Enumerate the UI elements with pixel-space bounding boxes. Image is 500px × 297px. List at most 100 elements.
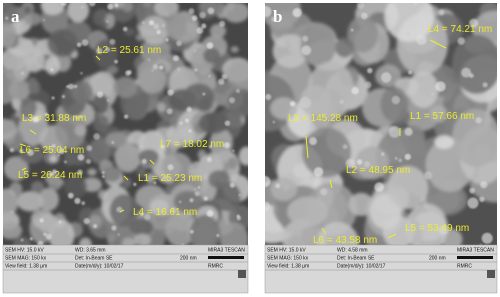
- measurement-label: L1 = 57.66 nm: [410, 111, 474, 122]
- highlight: [293, 116, 300, 123]
- highlight: [189, 198, 194, 203]
- info-text: RMRC: [457, 263, 472, 269]
- highlight: [438, 9, 445, 16]
- particle: [136, 59, 161, 89]
- measure-line: [149, 159, 155, 165]
- particle: [198, 111, 229, 134]
- highlight: [114, 3, 119, 8]
- highlight: [232, 149, 235, 153]
- highlight: [289, 101, 296, 107]
- highlight: [360, 12, 368, 20]
- highlight: [208, 74, 211, 78]
- particle: [335, 37, 355, 58]
- particle: [265, 3, 301, 29]
- particle: [107, 233, 117, 243]
- particle: [220, 222, 248, 245]
- highlight: [122, 26, 128, 32]
- highlight: [207, 7, 215, 15]
- particle: [88, 137, 111, 165]
- info-text: WD: 3.65 mm: [75, 247, 106, 253]
- highlight: [190, 229, 194, 234]
- highlight: [37, 240, 44, 245]
- particle: [165, 213, 196, 245]
- highlight: [345, 158, 355, 169]
- particle: [3, 188, 19, 217]
- highlight: [160, 144, 165, 149]
- particle: [149, 199, 170, 216]
- highlight: [320, 188, 328, 196]
- particle: [307, 61, 355, 120]
- highlight: [32, 116, 39, 123]
- highlight: [102, 175, 105, 178]
- measure-line: [29, 129, 37, 135]
- highlight: [457, 37, 465, 45]
- highlight: [125, 70, 131, 76]
- highlight: [140, 145, 143, 148]
- highlight: [191, 15, 198, 21]
- highlight: [153, 23, 160, 30]
- particle: [87, 168, 97, 176]
- particle: [47, 175, 63, 191]
- particle: [165, 12, 187, 40]
- particle: [45, 56, 60, 75]
- info-text: SEM MAG: 150 kx: [5, 255, 47, 261]
- highlight: [156, 29, 161, 35]
- highlight: [357, 3, 365, 9]
- highlight: [133, 182, 137, 186]
- highlight: [436, 140, 440, 144]
- particle: [272, 34, 309, 68]
- highlight: [238, 194, 241, 197]
- highlight: [79, 115, 83, 119]
- particle: [140, 38, 171, 64]
- highlight: [111, 225, 117, 231]
- particle: [103, 166, 122, 182]
- particle: [138, 149, 160, 165]
- highlight: [391, 95, 401, 105]
- measure-line: [119, 209, 125, 213]
- particle: [140, 16, 170, 45]
- highlight: [42, 19, 45, 22]
- info-text: Det: In-Beam SE: [337, 255, 375, 261]
- highlight: [481, 232, 493, 244]
- highlight: [9, 147, 15, 153]
- highlight: [29, 237, 33, 241]
- highlight: [178, 200, 182, 204]
- highlight: [188, 129, 192, 133]
- highlight: [479, 243, 482, 245]
- particle: [348, 192, 374, 217]
- highlight: [5, 16, 9, 20]
- particle: [37, 213, 58, 233]
- highlight: [140, 212, 144, 217]
- measurement-label: L7 = 18.02 nm: [160, 139, 224, 150]
- highlight: [105, 47, 111, 53]
- highlight: [45, 233, 52, 240]
- particle: [54, 110, 87, 149]
- measure-line: [329, 179, 333, 189]
- highlight: [114, 59, 118, 64]
- particle: [3, 22, 17, 49]
- highlight: [86, 159, 92, 164]
- measurement-label: L2 = 25.61 nm: [97, 45, 161, 56]
- highlight: [364, 81, 372, 89]
- highlight: [406, 32, 410, 36]
- particle: [380, 86, 409, 123]
- particle: [222, 3, 248, 23]
- particle: [74, 124, 87, 137]
- highlight: [351, 86, 359, 95]
- highlight: [271, 16, 277, 22]
- measure-line: [305, 135, 309, 159]
- highlights: [265, 3, 494, 245]
- highlight: [179, 121, 183, 125]
- highlight: [206, 157, 212, 163]
- particle: [227, 157, 238, 170]
- highlight: [221, 74, 227, 80]
- particle: [129, 218, 154, 236]
- highlight: [81, 5, 84, 9]
- highlight: [201, 23, 207, 29]
- highlight: [381, 217, 390, 226]
- info-text: MIRA3 TESCAN: [457, 247, 494, 253]
- highlight: [151, 69, 154, 72]
- scale-bar: [457, 256, 493, 259]
- highlight: [20, 71, 25, 75]
- highlight: [299, 96, 311, 109]
